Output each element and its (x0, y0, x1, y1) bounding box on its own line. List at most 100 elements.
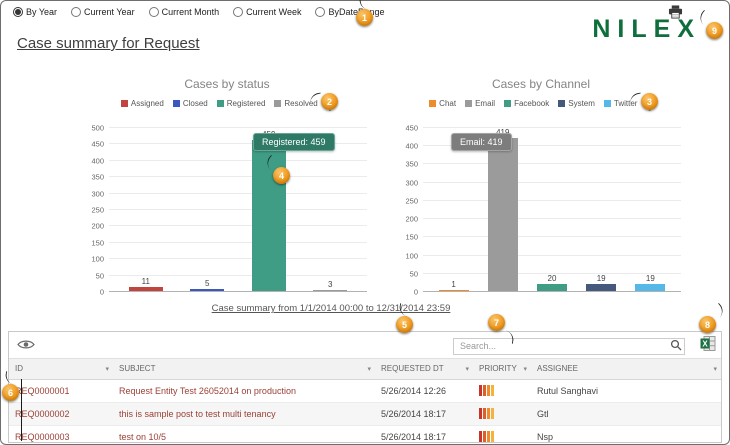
period-radio[interactable] (148, 7, 159, 17)
bar-facebook[interactable] (536, 283, 567, 291)
bar-group-system: 19 (584, 127, 618, 291)
period-option-current-week[interactable]: Current Week (233, 7, 301, 17)
bar-resolved[interactable] (313, 290, 348, 291)
period-label: By Year (26, 7, 58, 17)
chart-plot: 450 400 350 300 250 200 150 100 50 0 1 419 20 19 19 (405, 124, 681, 297)
column-header-id[interactable]: ID ▾ (9, 359, 113, 380)
gridline: 200 (91, 222, 367, 231)
y-tick-label: 200 (405, 214, 418, 224)
cell-id[interactable]: REQ0000002 (9, 402, 113, 426)
bar-value-label: 3 (328, 280, 333, 289)
column-header-requested-dt[interactable]: REQUESTED DT ▾ (375, 359, 473, 380)
chart-title: Cases by status (184, 77, 270, 91)
column-header-subject[interactable]: SUBJECT ▾ (113, 359, 375, 380)
bar-chat[interactable] (438, 290, 469, 291)
cell-assignee: Gtl (531, 402, 721, 426)
chevron-down-icon[interactable]: ▾ (105, 365, 109, 373)
legend-item-resolved[interactable]: Resolved (274, 99, 318, 108)
table-row[interactable]: REQ0000003 test on 10/5 5/26/2014 18:17 Nsp (9, 425, 721, 442)
legend-item-system[interactable]: System (558, 99, 595, 108)
gridline: 350 (405, 160, 681, 169)
callout-7: 7 (488, 314, 505, 331)
nilex-logo: NILEX (592, 15, 701, 43)
legend-label: Email (475, 98, 496, 108)
priority-icon (479, 407, 494, 419)
case-table: ID ▾ SUBJECT ▾ REQUESTED DT ▾ PRIORITY ▾ ASSIGNE… (9, 359, 721, 442)
gridline: 50 (410, 269, 681, 278)
y-tick-label: 250 (91, 205, 104, 215)
bar-group-email: 419 (486, 127, 520, 291)
summary-caption: Case summary from 1/1/2014 00:00 to 12/3… (211, 303, 451, 314)
bar-registered[interactable] (251, 140, 286, 291)
period-radio[interactable] (71, 7, 82, 17)
cell-assignee: Nsp (531, 425, 721, 442)
bar-value-label: 19 (596, 274, 606, 284)
bar-group-facebook: 20 (535, 127, 569, 291)
cell-id[interactable]: REQ0000003 (9, 425, 113, 442)
legend-item-registered[interactable]: Registered (216, 99, 265, 108)
callout-4: 4 (273, 167, 290, 184)
legend-swatch (429, 99, 437, 107)
gridline: 100 (405, 251, 681, 260)
legend-item-facebook[interactable]: Facebook (504, 99, 549, 108)
gridline: 0 (100, 288, 367, 297)
bar-closed[interactable] (190, 289, 225, 291)
column-label: REQUESTED DT (381, 364, 444, 374)
y-tick-label: 250 (405, 196, 418, 206)
table-row[interactable]: REQ0000002 this is sample post to test mu… (9, 402, 721, 426)
legend-label: Assigned (130, 98, 164, 108)
period-filter: By Year Current Year Current Month Current … (13, 7, 385, 17)
period-option-current-year[interactable]: Current Year (71, 7, 135, 17)
y-tick-label: 150 (91, 238, 104, 248)
bar-group-resolved: 3 (310, 127, 350, 291)
gridline: 400 (405, 142, 681, 151)
gridline: 200 (405, 215, 681, 224)
period-radio[interactable] (233, 7, 244, 17)
bar-value-label: 20 (547, 273, 557, 283)
period-radio[interactable] (315, 7, 326, 17)
legend-item-email[interactable]: Email (465, 99, 495, 108)
search-box (453, 336, 685, 356)
cell-priority (473, 379, 531, 403)
column-visibility-button[interactable] (17, 338, 35, 353)
gridline: 150 (405, 233, 681, 242)
bar-assigned[interactable] (128, 287, 163, 291)
legend-item-twitter[interactable]: Twitter (603, 99, 637, 108)
legend-item-assigned[interactable]: Assigned (120, 98, 164, 108)
chevron-down-icon[interactable]: ▾ (713, 365, 717, 373)
period-option-bydaterange[interactable]: ByDateRange (315, 7, 385, 17)
legend-item-closed[interactable]: Closed (172, 99, 208, 108)
table-row[interactable]: REQ0000001 Request Entity Test 26052014 o… (9, 379, 721, 403)
bar-twitter[interactable] (635, 284, 666, 291)
bar-system[interactable] (586, 284, 617, 291)
chevron-down-icon[interactable]: ▾ (367, 365, 371, 373)
cell-requested-dt: 5/26/2014 12:26 (375, 379, 473, 403)
chevron-down-icon[interactable]: ▾ (523, 365, 527, 373)
chart-tooltip: Registered: 459 (253, 133, 335, 151)
gridline: 450 (91, 140, 367, 149)
print-button[interactable] (666, 3, 685, 24)
legend-item-chat[interactable]: Chat (429, 99, 456, 108)
search-input[interactable] (453, 337, 685, 355)
search-icon[interactable] (670, 338, 682, 356)
cell-priority (473, 402, 531, 426)
period-option-current-month[interactable]: Current Month (148, 7, 219, 17)
callout-3: 3 (641, 93, 658, 110)
column-label: ID (15, 364, 23, 374)
chart-plot: 5004504003503002502001501005001154593 (91, 124, 367, 297)
period-radio[interactable] (13, 7, 23, 17)
y-tick-label: 350 (405, 159, 418, 169)
chevron-down-icon[interactable]: ▾ (465, 365, 469, 373)
y-tick-label: 50 (409, 269, 418, 279)
cell-id[interactable]: REQ0000001 (9, 379, 113, 403)
gridline: 350 (91, 173, 367, 182)
period-option-by-year[interactable]: By Year (13, 7, 57, 17)
excel-export-button[interactable]: X (700, 336, 716, 354)
column-header-priority[interactable]: PRIORITY ▾ (473, 359, 531, 380)
gridline: 450 (405, 124, 681, 133)
svg-text:X: X (702, 340, 708, 349)
bar-email[interactable] (487, 138, 518, 291)
bar-group-closed: 5 (187, 127, 227, 291)
column-header-assignee[interactable]: ASSIGNEE ▾ (531, 359, 721, 380)
callout-2: 2 (321, 93, 338, 110)
